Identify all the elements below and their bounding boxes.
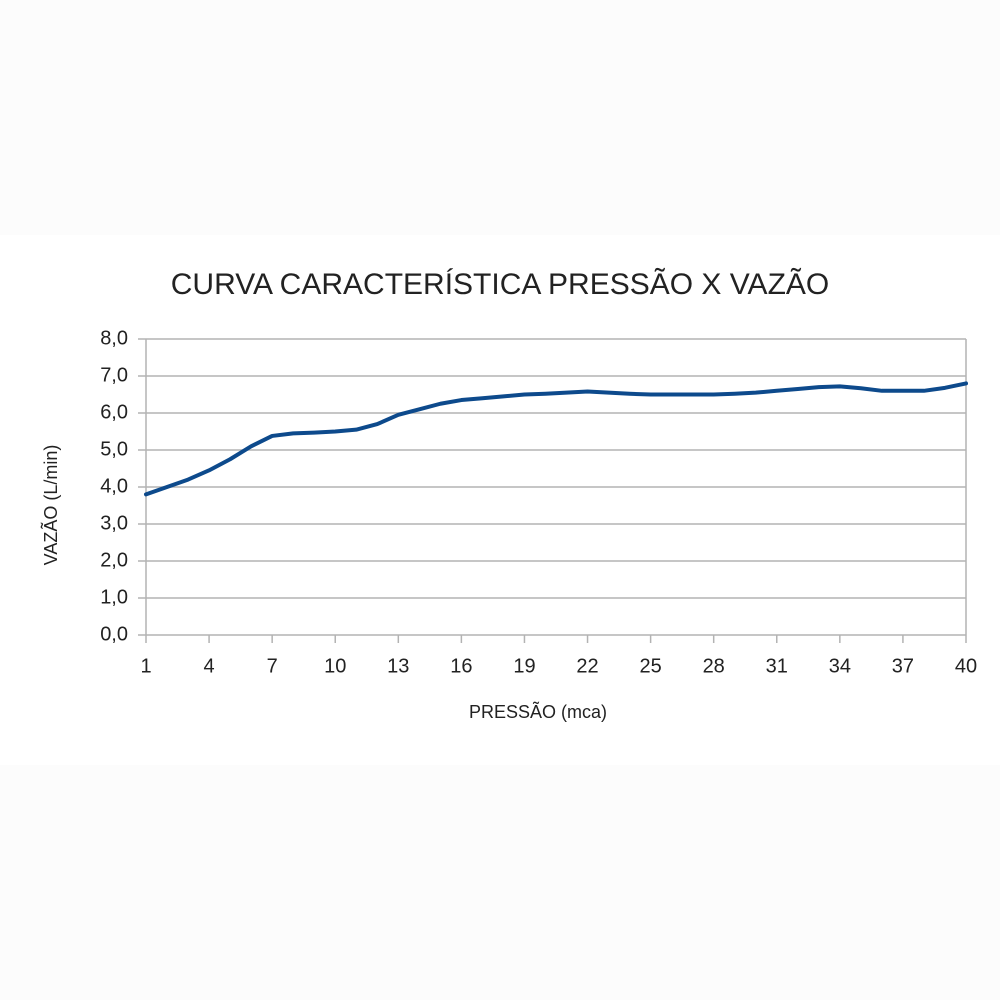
x-tick-label: 34 — [829, 655, 851, 677]
y-tick-label: 6,0 — [100, 401, 128, 423]
bottom-band — [0, 765, 1000, 1000]
y-tick-label: 1,0 — [100, 586, 128, 608]
y-tick-label: 7,0 — [100, 364, 128, 386]
x-tick-label: 1 — [140, 655, 151, 677]
x-tick-label: 16 — [450, 655, 472, 677]
y-tick-label: 5,0 — [100, 438, 128, 460]
x-tick-label: 19 — [513, 655, 535, 677]
chart-title: CURVA CARACTERÍSTICA PRESSÃO X VAZÃO — [171, 267, 830, 301]
y-tick-label: 8,0 — [100, 327, 128, 349]
x-tick-label: 22 — [576, 655, 598, 677]
x-tick-label: 40 — [955, 655, 977, 677]
x-axis-label: PRESSÃO (mca) — [469, 701, 607, 722]
top-band — [0, 0, 1000, 235]
y-tick-label: 2,0 — [100, 549, 128, 571]
x-tick-label: 7 — [267, 655, 278, 677]
y-tick-label: 3,0 — [100, 512, 128, 534]
data-line — [144, 381, 968, 497]
x-tick-label: 28 — [703, 655, 725, 677]
x-tick-label: 10 — [324, 655, 346, 677]
x-tick-label: 37 — [892, 655, 914, 677]
y-tick-label: 4,0 — [100, 475, 128, 497]
x-tick-label: 31 — [766, 655, 788, 677]
y-axis-label: VAZÃO (L/min) — [40, 445, 61, 566]
x-tick-label: 25 — [639, 655, 661, 677]
x-tick-label: 4 — [204, 655, 215, 677]
y-tick-label: 0,0 — [100, 623, 128, 645]
x-tick-label: 13 — [387, 655, 409, 677]
